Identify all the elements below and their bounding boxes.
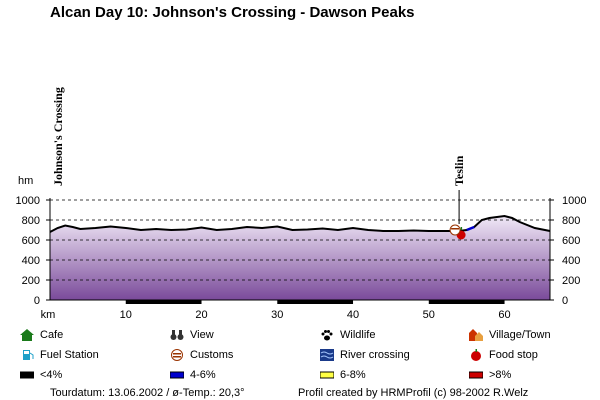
- legend-grade-6-8: 6-8%: [320, 369, 366, 381]
- legend-village: Village/Town: [469, 329, 551, 341]
- legend-label: <4%: [40, 369, 63, 381]
- legend-label: Food stop: [489, 349, 538, 361]
- y-tick-label-left: 600: [22, 235, 40, 247]
- x-tick-label: 10: [120, 309, 132, 321]
- river-icon: [320, 349, 334, 361]
- legend-wildlife: Wildlife: [320, 329, 375, 341]
- legend-cafe: Cafe: [20, 329, 63, 341]
- credit-text: Profil created by HRMProfil (c) 98-2002 …: [298, 387, 529, 399]
- legend-label: Cafe: [40, 329, 64, 341]
- legend-river: River crossing: [320, 349, 410, 361]
- grade-segment: [466, 225, 475, 232]
- legend-label: Fuel Station: [40, 349, 99, 361]
- km-sector-bar: [277, 300, 354, 304]
- y-tick-label-right: 600: [562, 235, 580, 247]
- tour-date: Tourdatum: 13.06.2002 / ø-Temp.: 20,3°: [50, 387, 245, 399]
- y-tick-label-left: 0: [34, 295, 40, 307]
- customs-icon: [170, 349, 184, 361]
- legend-label: River crossing: [340, 349, 410, 361]
- house-icon: [20, 329, 34, 341]
- y-tick-label-left: 800: [22, 215, 40, 227]
- y-tick-label-left: 200: [22, 275, 40, 287]
- y-tick-label-right: 1000: [562, 195, 586, 207]
- legend-label: View: [190, 329, 214, 341]
- grade-swatch-icon: [20, 369, 34, 381]
- x-tick-label: 30: [271, 309, 283, 321]
- grade-swatch-icon: [170, 369, 184, 381]
- legend-food: Food stop: [469, 349, 538, 361]
- x-tick-label: 20: [195, 309, 207, 321]
- legend-customs: Customs: [170, 349, 233, 361]
- place-label: Johnson's Crossing: [51, 87, 65, 186]
- km-sector-bar: [428, 300, 505, 304]
- y-tick-label-right: 0: [562, 295, 568, 307]
- y-tick-label-right: 400: [562, 255, 580, 267]
- x-tick-label: 50: [423, 309, 435, 321]
- paw-icon: [320, 329, 334, 341]
- legend-label: 6-8%: [340, 369, 366, 381]
- y-tick-label-right: 800: [562, 215, 580, 227]
- elevation-area: [50, 216, 550, 300]
- legend-label: Customs: [190, 349, 234, 361]
- place-label: Teslin: [452, 155, 466, 186]
- legend-label: Wildlife: [340, 329, 376, 341]
- x-axis-unit: km: [41, 309, 56, 321]
- legend-view: View: [170, 329, 214, 341]
- legend-label: Village/Town: [489, 329, 551, 341]
- legend-grade-4-6: 4-6%: [170, 369, 216, 381]
- elevation-line: [49, 214, 551, 233]
- y-axis-unit: hm: [18, 175, 33, 187]
- y-tick-label-left: 1000: [16, 195, 40, 207]
- apple-icon: [469, 349, 483, 361]
- fuel-pump-icon: [20, 349, 34, 361]
- grade-swatch-icon: [469, 369, 483, 381]
- y-tick-label-left: 400: [22, 255, 40, 267]
- apple-icon-stem: [460, 227, 463, 230]
- legend-label: 4-6%: [190, 369, 216, 381]
- customs-icon-stripe: [451, 228, 460, 230]
- legend-grade-gt8: >8%: [469, 369, 511, 381]
- legend-fuel: Fuel Station: [20, 349, 99, 361]
- legend-grade-lt4: <4%: [20, 369, 62, 381]
- grade-swatch-icon: [320, 369, 334, 381]
- village-icon: [469, 329, 483, 341]
- chart-title: Alcan Day 10: Johnson's Crossing - Dawso…: [50, 4, 415, 21]
- km-sector-bar: [125, 300, 202, 304]
- customs-icon: [449, 224, 461, 236]
- legend-label: >8%: [489, 369, 512, 381]
- x-tick-label: 40: [347, 309, 359, 321]
- y-tick-label-right: 200: [562, 275, 580, 287]
- binoculars-icon: [170, 329, 184, 341]
- x-tick-label: 60: [498, 309, 510, 321]
